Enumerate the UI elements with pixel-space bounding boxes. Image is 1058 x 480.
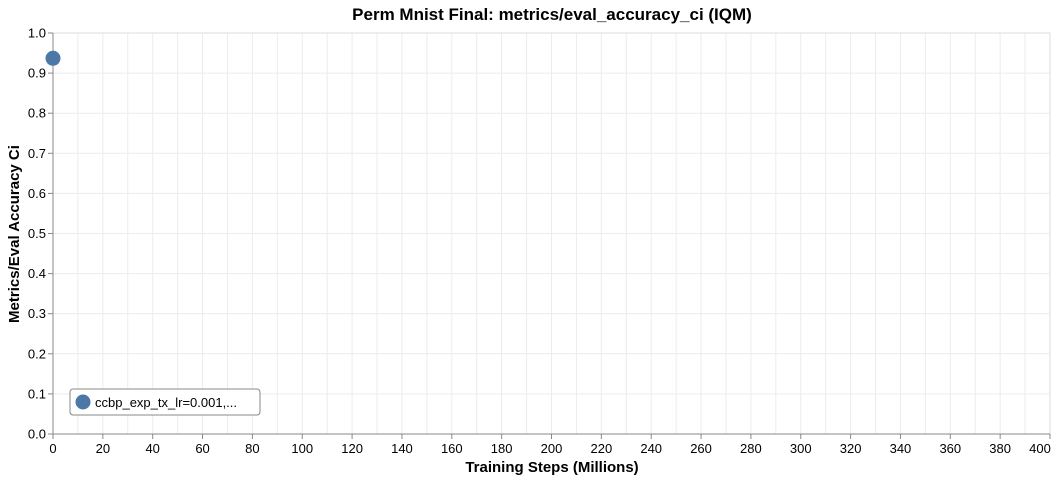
x-tick-label: 280: [740, 441, 762, 456]
x-tick-label: 0: [49, 441, 56, 456]
y-tick-label: 0.3: [28, 306, 46, 321]
y-tick-label: 0.6: [28, 186, 46, 201]
x-tick-label: 120: [341, 441, 363, 456]
x-tick-label: 400: [1029, 441, 1051, 456]
grid: [52, 32, 1051, 435]
x-axis-label: Training Steps (Millions): [465, 459, 638, 476]
x-tick-label: 180: [491, 441, 513, 456]
x-tick-label: 360: [939, 441, 961, 456]
y-axis-label: Metrics/Eval Accuracy Ci: [6, 145, 23, 323]
x-tick-label: 260: [690, 441, 712, 456]
x-tick-label: 340: [890, 441, 912, 456]
y-tick-label: 0.8: [28, 106, 46, 121]
x-tick-label: 220: [590, 441, 612, 456]
x-tick-label: 20: [96, 441, 110, 456]
y-axis-ticks: 0.0 0.1 0.2 0.3 0.4 0.5 0.6 0.7 0.8 0.9 1.0: [28, 26, 53, 442]
x-tick-label: 80: [245, 441, 259, 456]
x-tick-label: 100: [291, 441, 313, 456]
y-tick-label: 0.1: [28, 386, 46, 401]
y-tick-label: 0.2: [28, 346, 46, 361]
x-tick-label: 300: [790, 441, 812, 456]
data-points: [45, 50, 61, 66]
x-tick-label: 60: [195, 441, 209, 456]
legend-label: ccbp_exp_tx_lr=0.001,...: [95, 395, 237, 410]
x-tick-label: 200: [541, 441, 563, 456]
legend-swatch: [75, 394, 91, 410]
x-tick-label: 140: [391, 441, 413, 456]
x-tick-label: 40: [145, 441, 159, 456]
legend-box: [69, 388, 261, 416]
x-axis-ticks: 0 20 40 60 80 100 120 140 160 180 200 220 240 260 280 3…: [49, 434, 1051, 456]
y-tick-label: 0.5: [28, 226, 46, 241]
y-tick-label: 0.4: [28, 266, 46, 281]
chart-title: Perm Mnist Final: metrics/eval_accuracy_…: [352, 5, 752, 24]
y-tick-label: 1.0: [28, 26, 46, 41]
y-tick-label: 0.7: [28, 146, 46, 161]
y-tick-label: 0.0: [28, 427, 46, 442]
y-tick-label: 0.9: [28, 66, 46, 81]
legend[interactable]: ccbp_exp_tx_lr=0.001,...: [69, 388, 261, 416]
data-point: [45, 50, 61, 66]
x-tick-label: 160: [441, 441, 463, 456]
x-tick-label: 380: [989, 441, 1011, 456]
x-tick-label: 240: [640, 441, 662, 456]
x-tick-label: 320: [840, 441, 862, 456]
